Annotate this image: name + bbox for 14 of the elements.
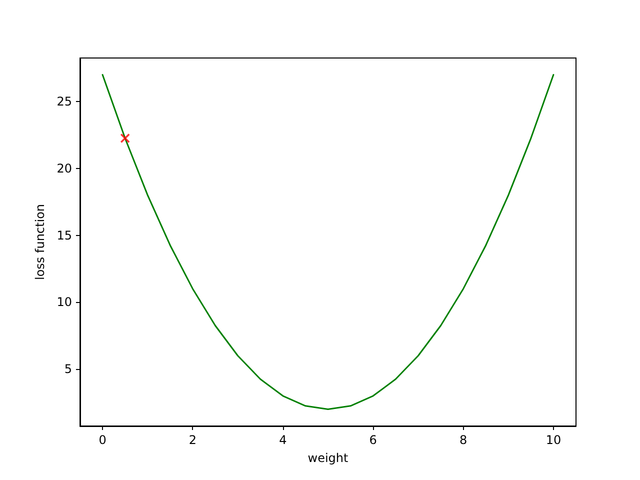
x-tick-label: 2 [188,433,197,447]
line-series [102,74,554,410]
x-tick-label: 0 [98,433,106,447]
x-tick-label: 4 [279,433,287,447]
y-tick-label: 10 [56,295,72,310]
x-tick-label: 8 [459,433,468,447]
x-tick-label: 10 [546,433,562,447]
x-tick-label: 6 [369,433,377,447]
y-tick-label: 5 [64,362,72,376]
y-axis-title: loss function [32,204,47,280]
y-tick-label: 15 [56,228,72,242]
x-axis-title: weight [308,451,349,465]
y-tick-label: 20 [56,161,72,176]
y-tick-label: 25 [56,94,72,108]
